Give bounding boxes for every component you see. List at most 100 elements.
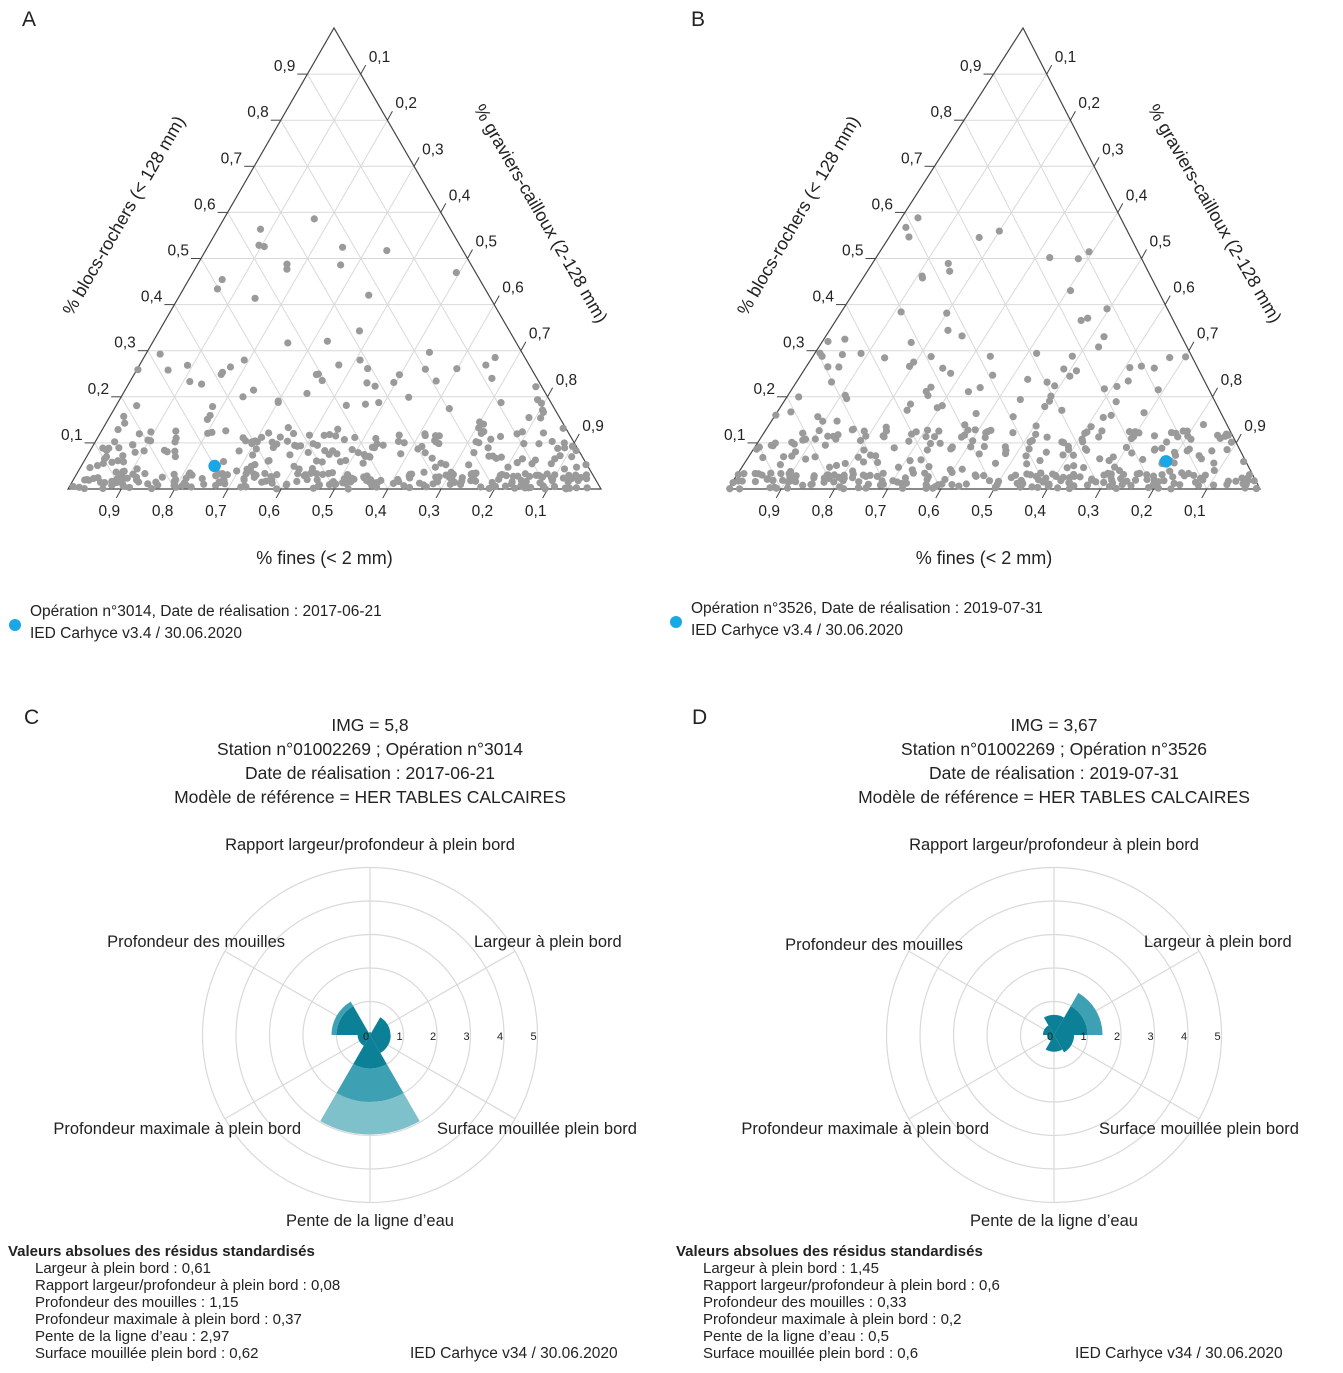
data-point bbox=[926, 439, 935, 448]
axis-label-graviers: % graviers-cailloux (2-128 mm) bbox=[470, 101, 612, 327]
data-point bbox=[879, 432, 887, 440]
tick-mark bbox=[382, 488, 389, 499]
data-point bbox=[333, 450, 341, 458]
data-point bbox=[583, 484, 591, 492]
data-point bbox=[119, 452, 127, 460]
radial-tick-label: 1 bbox=[1080, 1031, 1086, 1043]
data-point bbox=[735, 485, 744, 493]
data-point bbox=[771, 439, 779, 447]
grid-line bbox=[845, 304, 942, 490]
data-point bbox=[964, 426, 972, 434]
data-point bbox=[356, 356, 364, 364]
data-point bbox=[314, 370, 323, 378]
data-point bbox=[421, 430, 429, 438]
data-point bbox=[537, 414, 545, 422]
data-point bbox=[547, 474, 556, 482]
radial-tick-label: 3 bbox=[463, 1031, 469, 1043]
data-point bbox=[321, 447, 329, 455]
data-point bbox=[971, 426, 979, 434]
data-point bbox=[172, 434, 180, 442]
tick-label-fines: 0,5 bbox=[312, 503, 334, 520]
data-point bbox=[1043, 378, 1051, 386]
data-point bbox=[1083, 481, 1092, 489]
data-point bbox=[81, 476, 89, 484]
tick-label-graviers: 0,9 bbox=[582, 418, 604, 435]
tick-label-blocs: 0,3 bbox=[114, 335, 136, 352]
residus-d-item: Profondeur maximale à plein bord : 0,2 bbox=[703, 1311, 962, 1328]
data-point bbox=[559, 474, 567, 482]
data-point bbox=[125, 483, 134, 492]
legend-b-line2: IED Carhyce v3.4 / 30.06.2020 bbox=[691, 622, 903, 639]
data-point bbox=[964, 388, 973, 396]
data-point bbox=[898, 484, 907, 492]
data-point bbox=[197, 380, 206, 388]
data-point bbox=[856, 437, 865, 445]
data-point bbox=[284, 424, 292, 432]
data-point bbox=[1170, 479, 1178, 487]
data-point bbox=[1158, 444, 1166, 452]
radial-tick-label: 2 bbox=[430, 1031, 436, 1043]
rose-wedge bbox=[368, 1032, 372, 1035]
rose-wedge bbox=[1054, 1035, 1075, 1053]
data-point bbox=[873, 458, 882, 467]
data-point bbox=[944, 259, 952, 268]
data-point bbox=[923, 446, 931, 454]
data-point bbox=[1150, 432, 1159, 440]
data-point bbox=[183, 361, 192, 369]
data-point bbox=[1024, 375, 1032, 383]
data-point bbox=[810, 474, 818, 482]
tick-mark bbox=[1069, 110, 1076, 121]
data-point bbox=[971, 471, 979, 479]
data-point bbox=[180, 479, 188, 487]
data-point bbox=[86, 464, 94, 472]
data-point bbox=[233, 467, 241, 475]
data-point bbox=[337, 261, 345, 269]
data-point bbox=[291, 441, 299, 450]
data-point bbox=[133, 465, 141, 473]
tick-mark bbox=[882, 488, 889, 499]
data-point bbox=[1240, 457, 1248, 466]
data-point bbox=[834, 431, 842, 439]
data-point bbox=[879, 469, 887, 477]
legend-a: Opération n°3014, Date de réalisation : … bbox=[30, 601, 382, 645]
data-point bbox=[303, 389, 311, 398]
radial-tick-label: 2 bbox=[1114, 1031, 1120, 1043]
tick-label-fines: 0,4 bbox=[1024, 503, 1046, 520]
data-point bbox=[304, 448, 312, 457]
rose-wedge bbox=[370, 1035, 391, 1053]
data-point bbox=[318, 458, 326, 466]
tick-mark bbox=[275, 488, 282, 499]
data-point bbox=[538, 473, 547, 481]
data-point bbox=[967, 443, 975, 451]
data-point bbox=[1100, 471, 1108, 479]
radial-tick-label: 4 bbox=[497, 1031, 503, 1043]
grid-line bbox=[780, 73, 1048, 490]
residus-d-item: Rapport largeur/profondeur à plein bord … bbox=[703, 1277, 1000, 1294]
tick-mark bbox=[488, 488, 495, 499]
data-point bbox=[172, 483, 180, 491]
data-point bbox=[498, 470, 506, 479]
data-point bbox=[763, 475, 771, 483]
tick-mark bbox=[1164, 295, 1171, 305]
data-point bbox=[1100, 333, 1108, 341]
data-point bbox=[1052, 472, 1060, 481]
data-point bbox=[841, 335, 849, 343]
data-point bbox=[755, 443, 763, 451]
category-label: Profondeur maximale à plein bord bbox=[53, 1120, 301, 1138]
data-point bbox=[938, 402, 946, 410]
data-point bbox=[361, 452, 370, 461]
data-point bbox=[1023, 470, 1031, 478]
data-point bbox=[960, 431, 969, 439]
data-point bbox=[907, 338, 915, 347]
data-point bbox=[488, 478, 496, 487]
spoke-line bbox=[369, 1034, 516, 1120]
data-point bbox=[186, 377, 194, 386]
data-point bbox=[237, 483, 245, 491]
residus-c-item: Surface mouillée plein bord : 0,62 bbox=[35, 1345, 259, 1362]
data-point bbox=[105, 444, 113, 452]
data-point bbox=[921, 469, 929, 477]
data-point bbox=[946, 267, 954, 275]
data-point bbox=[99, 459, 107, 468]
data-point bbox=[326, 431, 334, 439]
axis-label-fines: % fines (< 2 mm) bbox=[916, 548, 1053, 568]
